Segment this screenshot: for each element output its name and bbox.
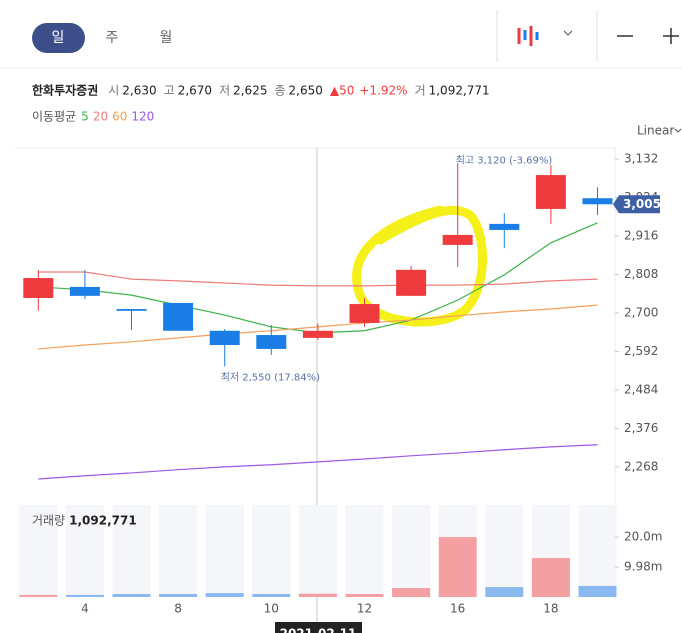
volume-bar (392, 588, 431, 597)
candle-body (209, 330, 240, 346)
info-text: 거 (415, 84, 426, 98)
candle-body (442, 234, 473, 245)
y-tick-label: 2,592 (624, 344, 658, 358)
volume-bg (392, 505, 431, 597)
volume-bg (19, 505, 58, 597)
candle-body (116, 309, 147, 311)
y-tick-label: 2,808 (624, 267, 658, 281)
candle-body (396, 269, 427, 296)
scale-mode[interactable]: Linear (637, 124, 674, 138)
volume-bar (298, 593, 337, 597)
candle-body (489, 223, 520, 230)
y-tick-label: 2,268 (624, 459, 658, 473)
info-text: +1.92% (359, 84, 407, 98)
highlight-scribble (352, 205, 487, 327)
last-price: 3,005 (623, 197, 661, 211)
legend-entry: 120 (131, 110, 154, 124)
date-tooltip-bg (275, 622, 362, 633)
volume-bar (159, 594, 198, 597)
high-annotation: 최고 3,120 (-3.69%) (456, 154, 553, 166)
info-text: 1,092,771 (429, 84, 490, 98)
info-text: 시 (108, 84, 119, 98)
dropdown-caret[interactable] (563, 30, 573, 36)
info-text: 2,650 (289, 84, 323, 98)
volume-bg (112, 505, 151, 597)
info-text: 이동평균 (32, 110, 76, 124)
volume-bar (578, 585, 617, 597)
info-text: 한화투자증권 (32, 83, 98, 98)
tab[interactable]: 일 (52, 30, 65, 46)
candle-body (535, 175, 566, 209)
volume-bar (531, 558, 570, 597)
candle-body (302, 330, 333, 338)
info-text: 2,670 (178, 84, 212, 98)
candle-body (349, 304, 380, 323)
volume-bg (298, 505, 337, 597)
volume-bar (485, 587, 524, 597)
ma-line (38, 444, 598, 480)
info-text: 저 (219, 84, 230, 98)
y-tick-label: 3,132 (624, 152, 658, 166)
x-tick-label: 16 (450, 602, 465, 616)
volume-bar (205, 593, 244, 597)
volume-bg (205, 505, 244, 597)
tab-active-bg (32, 23, 85, 53)
volume-bg (252, 505, 291, 597)
candle-body (23, 278, 54, 298)
info-text: 2,625 (233, 84, 267, 98)
ma-line (38, 271, 598, 287)
info-text: 2,630 (122, 84, 156, 98)
candle-body (256, 335, 287, 349)
volume-bg (159, 505, 198, 597)
volume-bg (345, 505, 384, 597)
candle-body (69, 286, 100, 296)
info-text: 종 (274, 84, 285, 98)
x-tick-label: 10 (264, 602, 279, 616)
legend-entry: 5 (81, 110, 89, 124)
x-tick-label: 12 (357, 602, 372, 616)
v-tick-label: 20.0m (624, 530, 662, 544)
legend-entry: 20 (93, 110, 108, 124)
x-tick-label: 8 (174, 602, 182, 616)
crosshair-date: 2021-02-11 (280, 627, 357, 633)
zoom-in[interactable] (663, 28, 679, 44)
volume-bar (252, 594, 291, 597)
volume-bar (438, 537, 477, 597)
chart-type-icon[interactable] (517, 26, 539, 46)
candle-body (163, 302, 194, 331)
x-tick-label: 18 (543, 602, 558, 616)
volume-bar (65, 594, 104, 597)
price-tag (613, 195, 660, 214)
low-annotation: 최저 2,550 (17.84%) (221, 371, 320, 383)
info-text: ▲50 (330, 84, 355, 98)
candle-body (582, 198, 613, 205)
dropdown-caret[interactable] (674, 128, 682, 133)
y-tick-label: 2,376 (624, 421, 658, 435)
y-tick-label: 2,916 (624, 228, 658, 242)
volume-bar (345, 594, 384, 597)
legend-entry: 60 (112, 110, 127, 124)
volume-value: 1,092,771 (69, 514, 137, 528)
info-text: 고 (164, 84, 175, 98)
x-tick-label: 4 (81, 602, 89, 616)
volume-title: 거래량 (32, 514, 65, 528)
volume-bg (485, 505, 524, 597)
y-tick-label: 2,700 (624, 305, 658, 319)
volume-bar (112, 594, 151, 597)
tab[interactable]: 월 (160, 30, 173, 46)
y-tick-label: 2,484 (624, 382, 658, 396)
v-tick-label: 9.98m (624, 560, 662, 574)
volume-bg (65, 505, 104, 597)
volume-bg (578, 505, 617, 597)
volume-bar (19, 594, 58, 597)
tab[interactable]: 주 (106, 30, 119, 46)
